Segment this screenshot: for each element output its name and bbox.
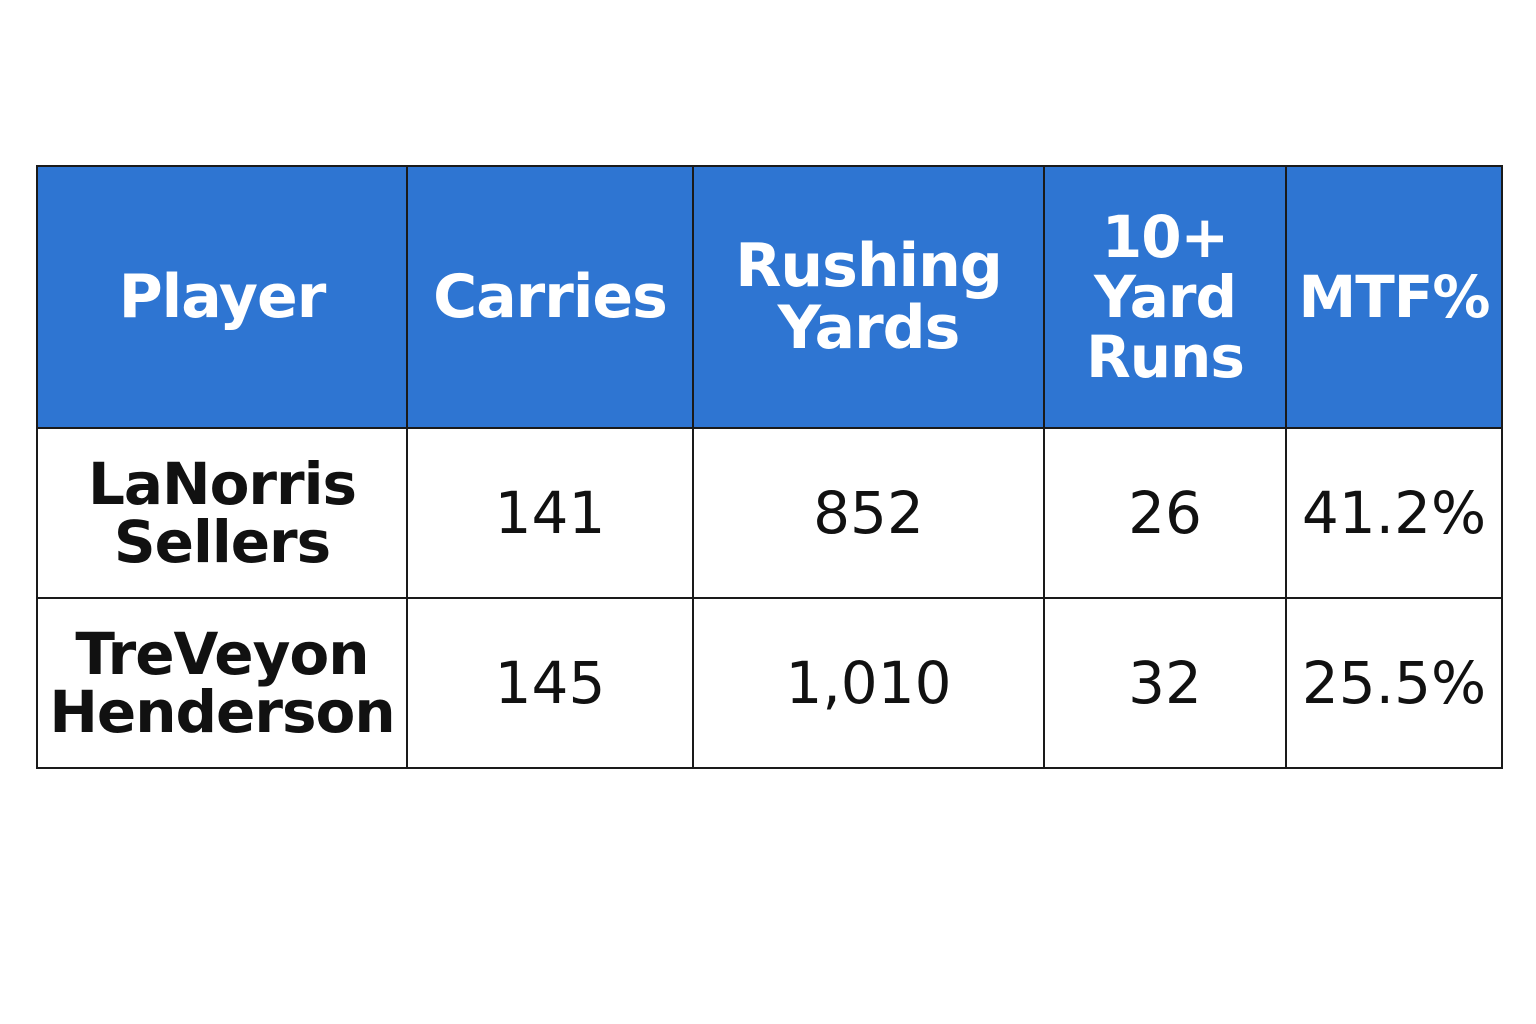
- player-name-line: Sellers: [113, 508, 331, 576]
- header-mtf-pct: MTF%: [1285, 165, 1503, 429]
- player-name-line: Henderson: [49, 678, 395, 746]
- header-line: Yards: [777, 293, 961, 363]
- ten-plus-runs-cell: 32: [1043, 597, 1287, 769]
- table-header: Player Carries Rushing Yards 10+ Yard Ru…: [36, 165, 1503, 429]
- header-line: Player: [118, 262, 327, 332]
- stats-table: Player Carries Rushing Yards 10+ Yard Ru…: [36, 165, 1503, 769]
- header-carries: Carries: [406, 165, 694, 429]
- carries-cell: 145: [406, 597, 694, 769]
- mtf-pct-cell: 41.2%: [1285, 427, 1503, 599]
- table-row: TreVeyon Henderson 145 1,010 32 25.5%: [36, 597, 1503, 769]
- table-row: LaNorris Sellers 141 852 26 41.2%: [36, 427, 1503, 599]
- mtf-pct-cell: 25.5%: [1285, 597, 1503, 769]
- rushing-yards-cell: 852: [692, 427, 1045, 599]
- carries-cell: 141: [406, 427, 694, 599]
- player-name-line: LaNorris: [87, 450, 357, 518]
- rushing-yards-cell: 1,010: [692, 597, 1045, 769]
- player-cell: TreVeyon Henderson: [36, 597, 408, 769]
- header-line: Runs: [1086, 323, 1245, 391]
- header-line: 10+: [1101, 203, 1229, 271]
- player-cell: LaNorris Sellers: [36, 427, 408, 599]
- header-line: Yard: [1094, 263, 1237, 331]
- header-ten-plus-runs: 10+ Yard Runs: [1043, 165, 1287, 429]
- table-body: LaNorris Sellers 141 852 26 41.2% TreVey…: [36, 427, 1503, 769]
- ten-plus-runs-cell: 26: [1043, 427, 1287, 599]
- header-line: Rushing: [735, 231, 1003, 301]
- header-line: Carries: [433, 262, 668, 332]
- header-row: Player Carries Rushing Yards 10+ Yard Ru…: [36, 165, 1503, 429]
- header-player: Player: [36, 165, 408, 429]
- header-rushing-yards: Rushing Yards: [692, 165, 1045, 429]
- player-name-line: TreVeyon: [75, 620, 369, 688]
- header-line: MTF%: [1298, 263, 1490, 331]
